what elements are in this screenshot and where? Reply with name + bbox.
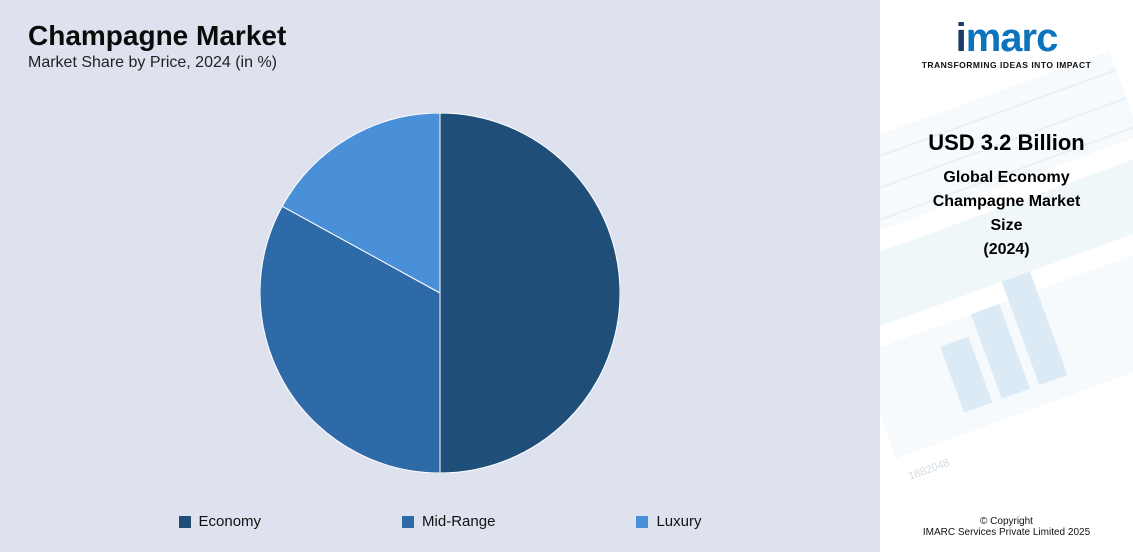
main-panel: Champagne Market Market Share by Price, … [0,0,880,552]
legend-item-mid-range: Mid-Range [402,513,495,530]
brand-logo-text: imarc [956,18,1058,58]
legend-label: Economy [199,513,262,530]
metric-label-line-2: Champagne Market [933,190,1081,214]
legend-item-economy: Economy [179,513,262,530]
legend-swatch [636,516,648,528]
metric-label-line-1: Global Economy [933,166,1081,190]
copyright-line-2: IMARC Services Private Limited 2025 [880,527,1133,538]
brand-logo: imarc TRANSFORMING IDEAS INTO IMPACT [922,18,1092,70]
brand-logo-i: i [956,16,966,60]
legend-swatch [179,516,191,528]
legend-swatch [402,516,414,528]
metric-label-line-3: Size [933,214,1081,238]
copyright-text: © Copyright IMARC Services Private Limit… [880,516,1133,538]
brand-logo-rest: marc [966,16,1058,60]
legend-label: Mid-Range [422,513,495,530]
copyright-line-1: © Copyright [880,516,1133,527]
chart-area [28,80,852,505]
metric-label-line-4: (2024) [933,238,1081,262]
pie-slice-economy [440,113,620,473]
side-panel: 1882048 imarc TRANSFORMING IDEAS INTO IM… [880,0,1133,552]
legend-item-luxury: Luxury [636,513,701,530]
legend-label: Luxury [656,513,701,530]
metric-label: Global Economy Champagne Market Size (20… [933,166,1081,262]
pie-chart [260,113,620,473]
brand-logo-tagline: TRANSFORMING IDEAS INTO IMPACT [922,60,1092,70]
chart-title: Champagne Market [28,20,852,52]
chart-legend: Economy Mid-Range Luxury [28,505,852,540]
metric-value: USD 3.2 Billion [928,130,1084,156]
chart-subtitle: Market Share by Price, 2024 (in %) [28,54,852,72]
